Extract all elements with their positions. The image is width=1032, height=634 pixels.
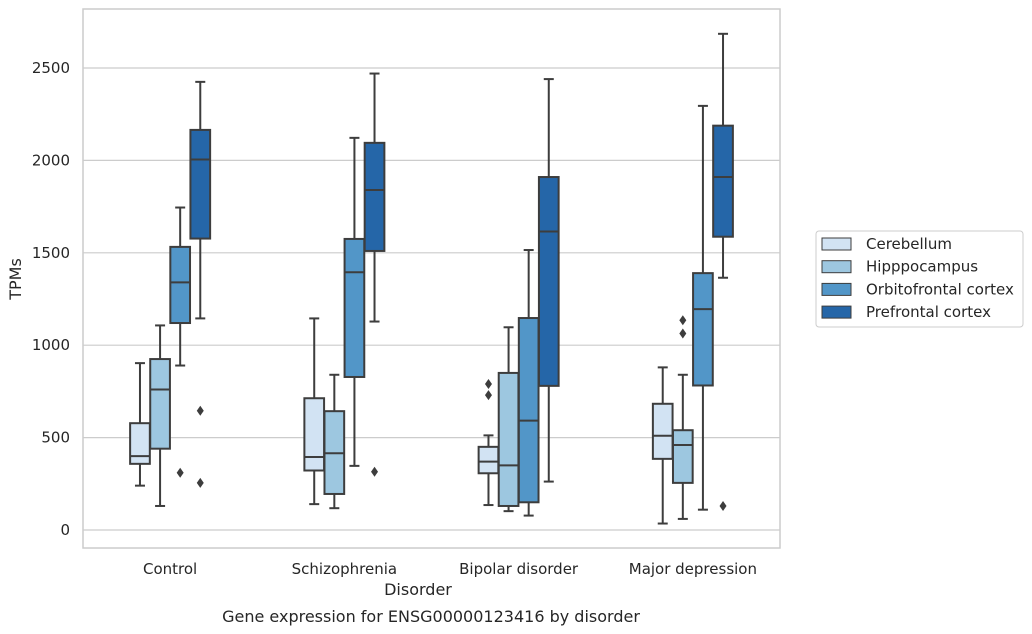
box xyxy=(477,445,500,475)
box-group xyxy=(303,317,326,506)
y-tick-label: 500 xyxy=(41,429,70,447)
outlier-point xyxy=(176,467,184,478)
box-group xyxy=(477,379,500,507)
box xyxy=(303,397,326,472)
x-axis-ticks: Control Schizophrenia Bipolar disorder Majo… xyxy=(143,560,757,578)
y-tick-label: 0 xyxy=(60,521,70,539)
box xyxy=(149,358,171,450)
x-tick-label: Control xyxy=(143,560,197,578)
outlier-point xyxy=(679,315,687,326)
legend-frame xyxy=(815,230,1024,328)
box-group xyxy=(692,104,714,511)
box-group xyxy=(189,80,212,488)
y-tick-label: 2000 xyxy=(32,151,70,169)
legend-label: Cerebellum xyxy=(866,235,952,253)
legend-swatch xyxy=(821,237,852,251)
outlier-point xyxy=(196,405,204,416)
box-group xyxy=(712,32,734,511)
box xyxy=(189,128,212,240)
box xyxy=(363,141,386,252)
x-tick-label: Major depression xyxy=(629,560,757,578)
box-group xyxy=(517,249,540,517)
box-group xyxy=(149,324,171,507)
legend-label: Hipppocampus xyxy=(866,258,978,276)
box xyxy=(692,272,714,387)
chart-caption: Gene expression for ENSG00000123416 by d… xyxy=(222,607,640,626)
outlier-point xyxy=(679,328,687,339)
y-axis-title: TPMs xyxy=(6,258,25,301)
legend-swatch xyxy=(821,282,852,296)
box xyxy=(129,422,151,465)
box xyxy=(651,402,674,460)
box xyxy=(712,124,734,238)
box-group xyxy=(129,362,151,487)
box xyxy=(537,176,560,387)
box-group xyxy=(537,78,560,483)
x-tick-label: Schizophrenia xyxy=(292,560,397,578)
box-group xyxy=(651,366,674,525)
outlier-point xyxy=(371,466,379,477)
legend-label: Orbitofrontal cortex xyxy=(866,280,1014,298)
box-group xyxy=(323,373,346,510)
x-tick-label: Bipolar disorder xyxy=(459,560,579,578)
box-plots xyxy=(129,32,734,525)
outlier-point xyxy=(719,500,727,511)
outlier-point xyxy=(484,390,492,401)
box xyxy=(343,237,366,378)
box xyxy=(671,429,694,484)
y-axis-ticks: 0 500 1000 1500 2000 2500 xyxy=(32,59,70,539)
box-group xyxy=(343,136,366,467)
box-group xyxy=(671,315,694,520)
legend-swatch xyxy=(821,305,852,319)
legend: Cerebellum Hipppocampus Orbitofrontal cort… xyxy=(815,230,1024,328)
legend-label: Prefrontal cortex xyxy=(866,303,991,321)
plot-frame xyxy=(82,8,781,549)
box-group xyxy=(497,326,520,513)
outlier-point xyxy=(484,379,492,390)
x-axis-title: Disorder xyxy=(384,580,452,599)
y-tick-label: 2500 xyxy=(32,59,70,77)
box-group xyxy=(363,72,386,477)
box-group xyxy=(169,206,192,478)
box xyxy=(169,245,192,325)
legend-swatch xyxy=(821,260,852,274)
y-tick-label: 1000 xyxy=(32,336,70,354)
y-tick-label: 1500 xyxy=(32,244,70,262)
outlier-point xyxy=(196,477,204,488)
box xyxy=(517,317,540,504)
box xyxy=(497,371,520,507)
